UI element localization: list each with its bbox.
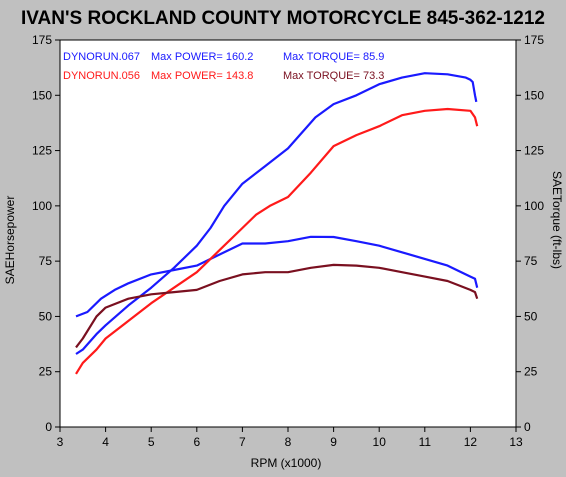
x-tick-label: 5 [148,435,155,449]
x-tick-label: 11 [419,435,432,449]
y-axis-left: 0 25 50 75 100 125 150 175 [32,33,60,434]
x-tick-label: 13 [509,435,523,449]
y-axis-right: 0 25 50 75 100 125 150 175 [516,33,544,434]
legend-power-067: Max POWER= 160.2 [151,51,253,63]
x-tick-label: 4 [102,435,109,449]
y-left-tick-label: 0 [45,420,52,434]
x-tick-label: 8 [285,435,292,449]
y-left-tick-label: 175 [32,33,52,47]
y-right-tick-label: 0 [524,420,531,434]
y-right-tick-label: 50 [524,309,538,323]
y-left-tick-label: 75 [39,254,53,268]
chart-title: IVAN'S ROCKLAND COUNTY MOTORCYCLE 845-36… [21,8,545,29]
y-right-tick-label: 75 [524,254,538,268]
y-right-tick-label: 100 [524,199,544,213]
plot-area [59,39,517,428]
legend-torque-056: Max TORQUE= 73.3 [283,70,384,82]
y-left-tick-label: 150 [32,88,52,102]
x-tick-label: 10 [373,435,387,449]
x-tick-label: 9 [330,435,337,449]
series-line-torque-1 [75,235,479,318]
legend: DYNORUN.067 Max POWER= 160.2 Max TORQUE=… [63,51,384,82]
y-right-tick-label: 125 [524,144,544,158]
y-left-tick-label: 50 [39,309,53,323]
series-line-power-0 [75,72,478,355]
x-tick-label: 7 [239,435,246,449]
y-right-tick-label: 25 [524,365,538,379]
y-left-tick-label: 25 [39,365,53,379]
y-left-tick-label: 125 [32,144,52,158]
legend-torque-067: Max TORQUE= 85.9 [283,51,384,63]
y-right-tick-label: 150 [524,88,544,102]
x-tick-label: 3 [57,435,64,449]
x-axis-label: RPM (x1000) [251,456,322,470]
series-layer [75,72,479,375]
y-right-tick-label: 175 [524,33,544,47]
y-left-tick-label: 100 [32,199,52,213]
legend-run-056: DYNORUN.056 [63,70,140,82]
x-tick-label: 12 [464,435,478,449]
y-axis-label-right: SAETorque (ft-lbs) [550,171,564,269]
x-tick-label: 6 [193,435,200,449]
y-axis-label-left: SAEHorsepower [3,196,17,285]
legend-run-067: DYNORUN.067 [63,51,140,63]
x-axis: 3 4 5 6 7 8 9 10 11 12 13 [57,427,523,449]
series-line-torque-3 [75,263,479,349]
series-line-power-2 [75,107,479,375]
legend-power-056: Max POWER= 143.8 [151,70,253,82]
